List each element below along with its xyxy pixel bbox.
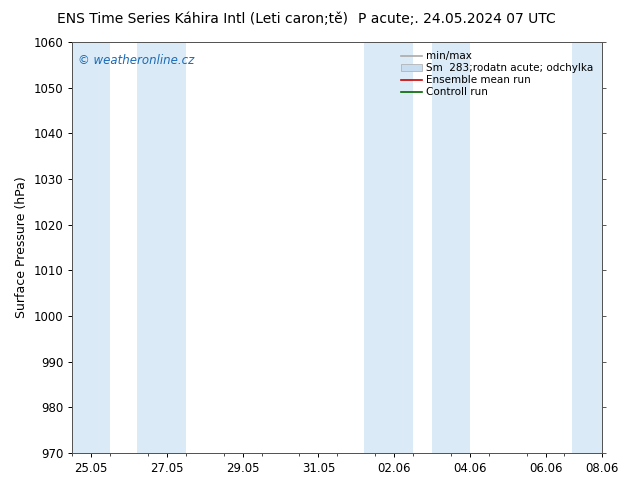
Bar xyxy=(364,42,413,453)
Text: ENS Time Series Káhira Intl (Leti caron;tě): ENS Time Series Káhira Intl (Leti caron;… xyxy=(58,12,348,26)
Text: P acute;. 24.05.2024 07 UTC: P acute;. 24.05.2024 07 UTC xyxy=(358,12,555,26)
Bar xyxy=(137,42,186,453)
Y-axis label: Surface Pressure (hPa): Surface Pressure (hPa) xyxy=(15,176,28,318)
Bar xyxy=(432,42,470,453)
Bar xyxy=(72,42,110,453)
Text: © weatheronline.cz: © weatheronline.cz xyxy=(77,54,194,68)
Legend: min/max, Sm  283;rodatn acute; odchylka, Ensemble mean run, Controll run: min/max, Sm 283;rodatn acute; odchylka, … xyxy=(398,48,596,100)
Bar xyxy=(572,42,602,453)
